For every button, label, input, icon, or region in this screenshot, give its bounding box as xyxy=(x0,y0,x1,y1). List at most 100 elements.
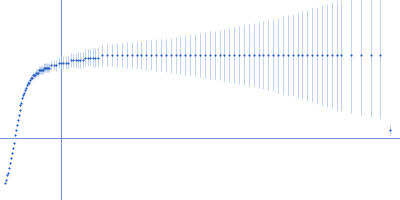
Point xyxy=(44,66,50,69)
Point xyxy=(42,66,48,69)
Point xyxy=(20,93,27,97)
Point xyxy=(163,53,169,57)
Point xyxy=(250,53,257,57)
Point xyxy=(63,61,69,64)
Point xyxy=(6,166,12,169)
Point xyxy=(55,61,62,64)
Point xyxy=(16,108,23,112)
Point xyxy=(32,73,38,77)
Point xyxy=(35,71,41,74)
Point xyxy=(246,53,252,57)
Point xyxy=(58,61,64,64)
Point xyxy=(285,53,291,57)
Point xyxy=(23,86,30,89)
Point xyxy=(40,68,46,72)
Point xyxy=(324,53,330,57)
Point xyxy=(3,178,9,182)
Point xyxy=(231,53,237,57)
Point xyxy=(226,53,232,57)
Point xyxy=(92,56,98,59)
Point xyxy=(2,181,8,184)
Point xyxy=(22,88,28,92)
Point xyxy=(299,53,306,57)
Point xyxy=(99,53,106,57)
Point xyxy=(187,53,194,57)
Point xyxy=(221,53,228,57)
Point xyxy=(177,53,184,57)
Point xyxy=(368,53,374,57)
Point xyxy=(6,161,13,164)
Point xyxy=(197,53,203,57)
Point xyxy=(158,53,164,57)
Point xyxy=(260,53,267,57)
Point xyxy=(65,61,72,64)
Point xyxy=(4,173,10,177)
Point xyxy=(82,56,88,59)
Point xyxy=(314,53,320,57)
Point xyxy=(8,156,14,159)
Point xyxy=(80,58,86,62)
Point xyxy=(377,53,384,57)
Point xyxy=(18,101,25,104)
Point xyxy=(109,53,115,57)
Point xyxy=(5,171,11,174)
Point xyxy=(216,53,223,57)
Point xyxy=(75,58,81,62)
Point xyxy=(114,53,120,57)
Point xyxy=(133,53,140,57)
Point xyxy=(13,123,20,127)
Point xyxy=(172,53,179,57)
Point xyxy=(212,53,218,57)
Point xyxy=(348,53,354,57)
Point xyxy=(12,128,19,132)
Point xyxy=(168,53,174,57)
Point xyxy=(387,128,394,132)
Point xyxy=(304,53,310,57)
Point xyxy=(26,81,32,84)
Point xyxy=(192,53,198,57)
Point xyxy=(27,78,34,82)
Point xyxy=(39,68,45,72)
Point xyxy=(43,66,49,69)
Point xyxy=(31,73,37,77)
Point xyxy=(37,68,43,72)
Point xyxy=(90,56,96,59)
Point xyxy=(36,68,42,72)
Point xyxy=(182,53,188,57)
Point xyxy=(309,53,315,57)
Point xyxy=(30,73,36,77)
Point xyxy=(333,53,340,57)
Point xyxy=(77,58,84,62)
Point xyxy=(70,58,76,62)
Point xyxy=(255,53,262,57)
Point xyxy=(38,68,44,72)
Point xyxy=(68,58,74,62)
Point xyxy=(319,53,325,57)
Point xyxy=(294,53,301,57)
Point xyxy=(153,53,159,57)
Point xyxy=(12,133,18,137)
Point xyxy=(128,53,135,57)
Point xyxy=(206,53,213,57)
Point xyxy=(14,118,21,122)
Point xyxy=(85,56,91,59)
Point xyxy=(290,53,296,57)
Point xyxy=(138,53,145,57)
Point xyxy=(265,53,272,57)
Point xyxy=(328,53,335,57)
Point xyxy=(29,76,35,79)
Point xyxy=(17,103,24,107)
Point xyxy=(24,83,30,87)
Point xyxy=(48,63,54,67)
Point xyxy=(41,66,47,69)
Point xyxy=(53,63,59,67)
Point xyxy=(241,53,247,57)
Point xyxy=(338,53,345,57)
Point xyxy=(87,56,94,59)
Point xyxy=(25,81,32,84)
Point xyxy=(8,151,15,154)
Point xyxy=(280,53,286,57)
Point xyxy=(236,53,242,57)
Point xyxy=(202,53,208,57)
Point xyxy=(33,71,39,74)
